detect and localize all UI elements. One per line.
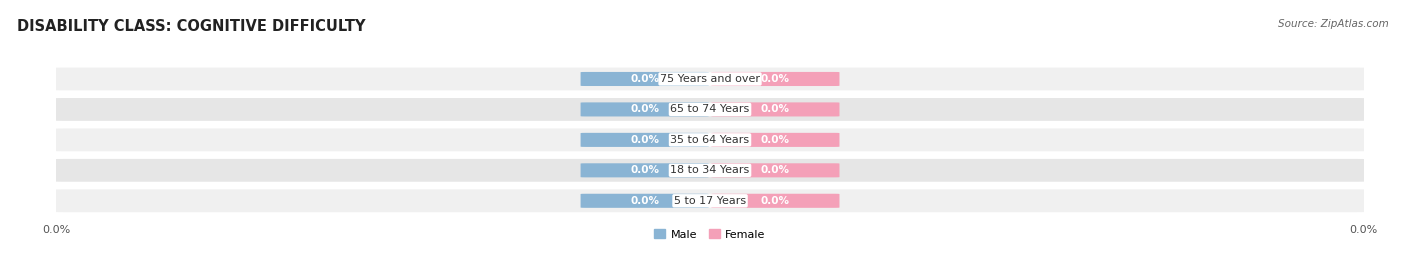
FancyBboxPatch shape xyxy=(53,68,1367,90)
Text: 0.0%: 0.0% xyxy=(761,135,790,145)
Text: 0.0%: 0.0% xyxy=(630,135,659,145)
FancyBboxPatch shape xyxy=(711,194,839,208)
Text: 0.0%: 0.0% xyxy=(761,104,790,114)
Text: 0.0%: 0.0% xyxy=(630,165,659,175)
FancyBboxPatch shape xyxy=(53,98,1367,121)
Text: 0.0%: 0.0% xyxy=(761,165,790,175)
FancyBboxPatch shape xyxy=(711,102,839,116)
FancyBboxPatch shape xyxy=(53,189,1367,212)
Text: 65 to 74 Years: 65 to 74 Years xyxy=(671,104,749,114)
Text: Source: ZipAtlas.com: Source: ZipAtlas.com xyxy=(1278,19,1389,29)
Text: 0.0%: 0.0% xyxy=(630,104,659,114)
FancyBboxPatch shape xyxy=(711,163,839,177)
Text: 0.0%: 0.0% xyxy=(630,196,659,206)
Text: 35 to 64 Years: 35 to 64 Years xyxy=(671,135,749,145)
Text: DISABILITY CLASS: COGNITIVE DIFFICULTY: DISABILITY CLASS: COGNITIVE DIFFICULTY xyxy=(17,19,366,34)
FancyBboxPatch shape xyxy=(581,102,709,116)
Text: 0.0%: 0.0% xyxy=(630,74,659,84)
Text: 0.0%: 0.0% xyxy=(761,74,790,84)
FancyBboxPatch shape xyxy=(581,163,709,177)
Text: 75 Years and over: 75 Years and over xyxy=(659,74,761,84)
Text: 5 to 17 Years: 5 to 17 Years xyxy=(673,196,747,206)
FancyBboxPatch shape xyxy=(711,133,839,147)
FancyBboxPatch shape xyxy=(581,194,709,208)
FancyBboxPatch shape xyxy=(581,72,709,86)
FancyBboxPatch shape xyxy=(581,133,709,147)
Text: 0.0%: 0.0% xyxy=(761,196,790,206)
FancyBboxPatch shape xyxy=(53,159,1367,182)
FancyBboxPatch shape xyxy=(53,129,1367,151)
FancyBboxPatch shape xyxy=(711,72,839,86)
Text: 18 to 34 Years: 18 to 34 Years xyxy=(671,165,749,175)
Legend: Male, Female: Male, Female xyxy=(650,225,770,244)
